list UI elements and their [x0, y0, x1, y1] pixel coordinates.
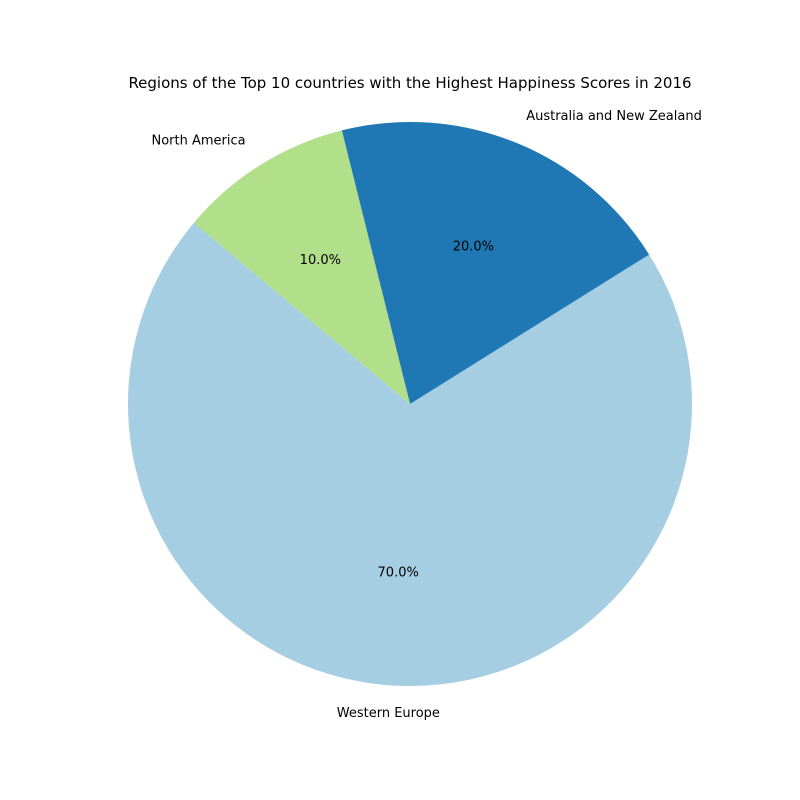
slice-label-north-america: North America [151, 133, 245, 148]
pie-slices [127, 122, 692, 687]
pie-slice-north-america [193, 130, 410, 405]
pct-label-western-europe: 70.0% [378, 565, 419, 580]
chart-title: Regions of the Top 10 countries with the… [128, 74, 691, 92]
pct-label-australia-and-new-zealand: 20.0% [453, 240, 494, 255]
pie-slice-australia-and-new-zealand [341, 122, 650, 405]
pie-labels: 70.0% Western Europe 20.0% Australia and Ne… [151, 109, 701, 721]
pct-label-north-america: 10.0% [300, 253, 341, 268]
pie-slice-western-europe [127, 222, 692, 687]
slice-label-western-europe: Western Europe [337, 706, 440, 721]
slice-label-australia-and-new-zealand: Australia and New Zealand [526, 109, 702, 124]
